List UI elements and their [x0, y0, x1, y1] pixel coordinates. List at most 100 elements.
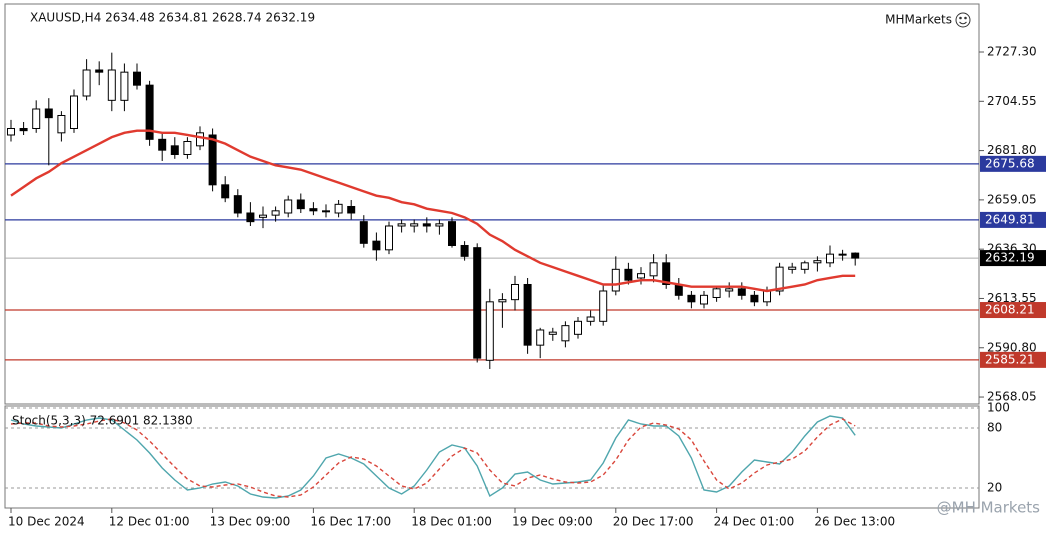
main-panel — [4, 3, 980, 405]
candle-body — [296, 199, 305, 210]
level-label-box — [980, 155, 1046, 172]
candle-body — [107, 69, 116, 101]
candle-body — [700, 294, 708, 305]
current-price-label: 2632.19 — [985, 251, 1035, 265]
candle-body — [57, 114, 66, 134]
candle-body — [637, 273, 645, 279]
candle-body — [662, 262, 671, 285]
candle-body — [422, 223, 431, 227]
candle-body — [322, 210, 330, 213]
candle-body — [259, 214, 267, 218]
candle-body — [750, 294, 759, 303]
x-tick-label: 16 Dec 17:00 — [310, 515, 391, 529]
level-label: 2649.81 — [985, 212, 1035, 226]
x-tick-label: 26 Dec 13:00 — [814, 515, 895, 529]
level-label-box — [980, 302, 1046, 319]
candle-body — [145, 84, 154, 140]
y-tick-label: 2681.80 — [987, 143, 1037, 157]
candle-body — [737, 288, 746, 296]
y-tick-label: 2659.05 — [987, 192, 1037, 206]
candle-body — [70, 95, 78, 129]
chart-title: XAUUSD,H4 2634.48 2634.81 2628.74 2632.1… — [30, 11, 315, 25]
candle-body — [32, 108, 41, 129]
candle-body — [359, 221, 368, 244]
candle-body — [511, 283, 519, 301]
y-tick-label: 100 — [987, 401, 1010, 415]
candle-body — [586, 316, 595, 322]
stoch-title: Stoch(5,3,3) 72.6901 82.1380 — [12, 414, 193, 428]
candle-body — [851, 252, 860, 259]
candle-body — [120, 71, 129, 101]
candle-body — [788, 266, 797, 270]
candle-body — [170, 145, 179, 155]
candle-body — [208, 134, 217, 186]
candle-body — [183, 140, 192, 155]
y-tick-label: 2568.05 — [987, 390, 1037, 404]
y-tick-label: 20 — [987, 481, 1002, 495]
watermark: @MH Markets — [937, 499, 1041, 517]
x-tick-label: 12 Dec 01:00 — [109, 515, 190, 529]
candle-body — [246, 212, 255, 223]
candle-body — [158, 138, 167, 151]
candle-body — [309, 208, 318, 212]
x-tick-label: 10 Dec 2024 — [8, 515, 85, 529]
candle-body — [334, 203, 343, 214]
candle-body — [800, 262, 809, 270]
candle-body — [813, 260, 822, 264]
candle-body — [763, 290, 771, 303]
candle-body — [233, 195, 242, 214]
candle-body — [448, 221, 456, 246]
level-label: 2585.21 — [985, 352, 1035, 366]
candle-body — [7, 127, 15, 136]
level-label: 2675.68 — [985, 156, 1035, 170]
y-tick-label: 2704.55 — [987, 94, 1037, 108]
candle-body — [687, 294, 696, 303]
x-tick-label: 24 Dec 01:00 — [714, 515, 795, 529]
candle-body — [775, 266, 784, 292]
candle-body — [649, 262, 658, 277]
candle-body — [599, 290, 608, 322]
candle-body — [435, 223, 444, 227]
candle-body — [44, 108, 53, 119]
candle-body — [82, 69, 91, 97]
candle-body — [725, 288, 734, 292]
brand: MHMarkets — [885, 13, 952, 27]
stoch-line — [10, 415, 856, 499]
candle-body — [410, 223, 419, 227]
stoch-panel — [4, 405, 980, 509]
candle-body — [611, 268, 620, 292]
candle-body — [838, 253, 847, 256]
candle-body — [95, 69, 104, 73]
candle-body — [372, 240, 381, 251]
candle-body — [271, 210, 280, 216]
y-tick-label: 2613.55 — [987, 291, 1037, 305]
stoch-line — [10, 418, 856, 498]
candle-body — [19, 127, 28, 132]
candle-body — [221, 184, 230, 199]
candle-body — [826, 253, 834, 264]
candle-body — [574, 320, 582, 335]
candle-body — [397, 223, 406, 227]
candle-body — [548, 331, 557, 335]
level-label: 2608.21 — [985, 303, 1035, 317]
x-tick-label: 20 Dec 17:00 — [613, 515, 694, 529]
level-label-box — [980, 211, 1046, 228]
candle-body — [561, 325, 570, 342]
candle-body — [196, 132, 204, 147]
candle-body — [498, 299, 507, 303]
y-tick-label: 2590.80 — [987, 340, 1037, 354]
candle-body — [712, 288, 721, 298]
candle-body — [347, 205, 356, 214]
y-tick-label: 2727.30 — [987, 45, 1037, 59]
candle-body — [284, 199, 293, 214]
current-price-box — [980, 250, 1046, 267]
candle-body — [624, 268, 633, 281]
candle-body — [523, 283, 532, 346]
x-tick-label: 13 Dec 09:00 — [210, 515, 291, 529]
moving-average — [10, 129, 856, 293]
candle-body — [485, 301, 494, 361]
candle-body — [473, 247, 482, 359]
candle-body — [460, 244, 469, 257]
